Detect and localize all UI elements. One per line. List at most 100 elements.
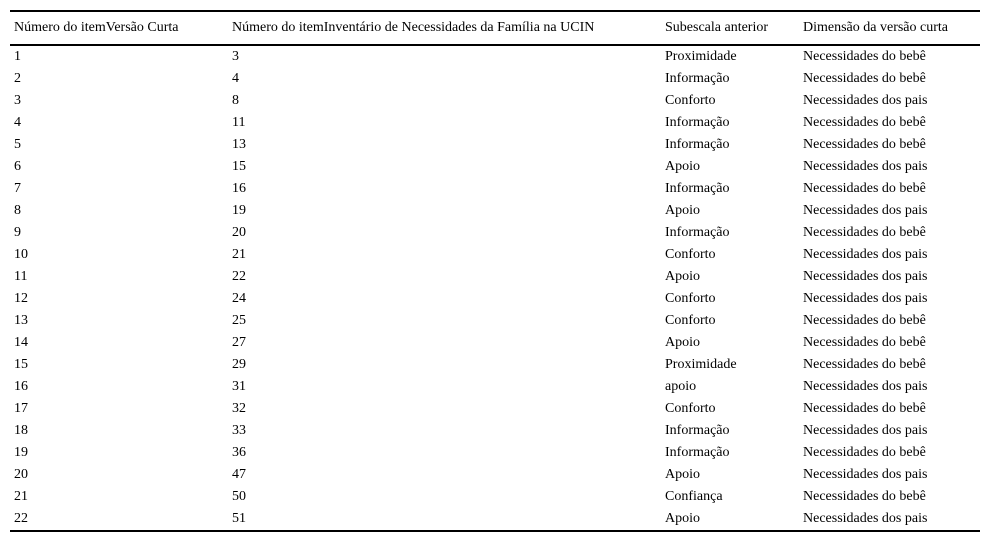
- cell-previous-subscale: Informação: [665, 137, 730, 152]
- cell-dimension: Necessidades do bebê: [803, 115, 926, 130]
- cell-item-number-short: 15: [14, 357, 28, 372]
- cell-dimension: Necessidades do bebê: [803, 401, 926, 416]
- cell-dimension: Necessidades do bebê: [803, 445, 926, 460]
- cell-item-number-full: 16: [232, 181, 246, 196]
- table-row: 15 29 Proximidade Necessidades do bebê: [10, 354, 980, 376]
- table-row: 8 19 Apoio Necessidades dos pais: [10, 200, 980, 222]
- cell-previous-subscale: Informação: [665, 181, 730, 196]
- table-row: 5 13 Informação Necessidades do bebê: [10, 134, 980, 156]
- cell-dimension: Necessidades dos pais: [803, 247, 928, 262]
- cell-item-number-short: 10: [14, 247, 28, 262]
- cell-previous-subscale: Conforto: [665, 401, 716, 416]
- table-row: 22 51 Apoio Necessidades dos pais: [10, 508, 980, 531]
- cell-item-number-full: 19: [232, 203, 246, 218]
- cell-previous-subscale: Informação: [665, 423, 730, 438]
- cell-item-number-short: 17: [14, 401, 28, 416]
- cell-previous-subscale: Conforto: [665, 93, 716, 108]
- cell-item-number-full: 24: [232, 291, 246, 306]
- table-header-row: Número do itemVersão Curta Número do ite…: [10, 11, 980, 46]
- cell-item-number-full: 27: [232, 335, 246, 350]
- cell-item-number-full: 36: [232, 445, 246, 460]
- cell-item-number-full: 21: [232, 247, 246, 262]
- cell-item-number-full: 25: [232, 313, 246, 328]
- cell-dimension: Necessidades do bebê: [803, 71, 926, 86]
- cell-item-number-short: 20: [14, 467, 28, 482]
- cell-dimension: Necessidades do bebê: [803, 335, 926, 350]
- table-row: 3 8 Conforto Necessidades dos pais: [10, 90, 980, 112]
- cell-dimension: Necessidades dos pais: [803, 93, 928, 108]
- cell-item-number-short: 16: [14, 379, 28, 394]
- cell-previous-subscale: Conforto: [665, 247, 716, 262]
- table-row: 1 3 Proximidade Necessidades do bebê: [10, 45, 980, 68]
- cell-item-number-full: 20: [232, 225, 246, 240]
- header-previous-subscale: Subescala anterior: [661, 11, 799, 46]
- cell-item-number-full: 13: [232, 137, 246, 152]
- cell-previous-subscale: Proximidade: [665, 49, 737, 64]
- cell-item-number-full: 47: [232, 467, 246, 482]
- cell-item-number-short: 1: [14, 49, 21, 64]
- cell-item-number-short: 9: [14, 225, 21, 240]
- cell-item-number-short: 12: [14, 291, 28, 306]
- cell-previous-subscale: Informação: [665, 445, 730, 460]
- table-row: 6 15 Apoio Necessidades dos pais: [10, 156, 980, 178]
- cell-item-number-short: 3: [14, 93, 21, 108]
- table-row: 2 4 Informação Necessidades do bebê: [10, 68, 980, 90]
- table-row: 12 24 Conforto Necessidades dos pais: [10, 288, 980, 310]
- cell-item-number-short: 11: [14, 269, 28, 284]
- cell-item-number-full: 29: [232, 357, 246, 372]
- cell-item-number-full: 50: [232, 489, 246, 504]
- cell-item-number-short: 6: [14, 159, 21, 174]
- cell-dimension: Necessidades do bebê: [803, 181, 926, 196]
- cell-dimension: Necessidades dos pais: [803, 467, 928, 482]
- cell-previous-subscale: Proximidade: [665, 357, 737, 372]
- table-body: 1 3 Proximidade Necessidades do bebê 2 4 Infor…: [10, 45, 980, 531]
- cell-item-number-short: 21: [14, 489, 28, 504]
- cell-item-number-short: 4: [14, 115, 21, 130]
- table-row: 13 25 Conforto Necessidades do bebê: [10, 310, 980, 332]
- cell-item-number-short: 13: [14, 313, 28, 328]
- cell-dimension: Necessidades dos pais: [803, 291, 928, 306]
- cell-item-number-short: 5: [14, 137, 21, 152]
- header-item-number-full-inventory: Número do itemInventário de Necessidades…: [228, 11, 661, 46]
- cell-previous-subscale: Informação: [665, 225, 730, 240]
- table-row: 10 21 Conforto Necessidades dos pais: [10, 244, 980, 266]
- cell-item-number-full: 3: [232, 49, 239, 64]
- cell-item-number-full: 11: [232, 115, 246, 130]
- cell-previous-subscale: Apoio: [665, 203, 700, 218]
- cell-item-number-short: 19: [14, 445, 28, 460]
- cell-item-number-full: 31: [232, 379, 246, 394]
- item-correspondence-table: Número do itemVersão Curta Número do ite…: [10, 10, 980, 532]
- table-row: 18 33 Informação Necessidades dos pais: [10, 420, 980, 442]
- cell-item-number-short: 2: [14, 71, 21, 86]
- cell-previous-subscale: Informação: [665, 71, 730, 86]
- cell-item-number-full: 22: [232, 269, 246, 284]
- table-row: 21 50 Confiança Necessidades do bebê: [10, 486, 980, 508]
- table-row: 17 32 Conforto Necessidades do bebê: [10, 398, 980, 420]
- table-row: 14 27 Apoio Necessidades do bebê: [10, 332, 980, 354]
- cell-item-number-short: 8: [14, 203, 21, 218]
- cell-dimension: Necessidades dos pais: [803, 159, 928, 174]
- table-row: 9 20 Informação Necessidades do bebê: [10, 222, 980, 244]
- cell-previous-subscale: Apoio: [665, 511, 700, 526]
- cell-dimension: Necessidades dos pais: [803, 269, 928, 284]
- cell-dimension: Necessidades dos pais: [803, 203, 928, 218]
- table-row: 4 11 Informação Necessidades do bebê: [10, 112, 980, 134]
- table-row: 20 47 Apoio Necessidades dos pais: [10, 464, 980, 486]
- cell-dimension: Necessidades do bebê: [803, 49, 926, 64]
- cell-dimension: Necessidades dos pais: [803, 379, 928, 394]
- cell-previous-subscale: Apoio: [665, 467, 700, 482]
- cell-dimension: Necessidades do bebê: [803, 489, 926, 504]
- table-row: 7 16 Informação Necessidades do bebê: [10, 178, 980, 200]
- cell-previous-subscale: Apoio: [665, 269, 700, 284]
- cell-dimension: Necessidades dos pais: [803, 423, 928, 438]
- cell-item-number-full: 33: [232, 423, 246, 438]
- header-item-number-short-version: Número do itemVersão Curta: [10, 11, 228, 46]
- cell-dimension: Necessidades do bebê: [803, 357, 926, 372]
- cell-previous-subscale: Conforto: [665, 313, 716, 328]
- cell-item-number-full: 51: [232, 511, 246, 526]
- cell-item-number-full: 32: [232, 401, 246, 416]
- cell-item-number-short: 7: [14, 181, 21, 196]
- cell-previous-subscale: Apoio: [665, 335, 700, 350]
- cell-item-number-full: 4: [232, 71, 239, 86]
- cell-previous-subscale: Informação: [665, 115, 730, 130]
